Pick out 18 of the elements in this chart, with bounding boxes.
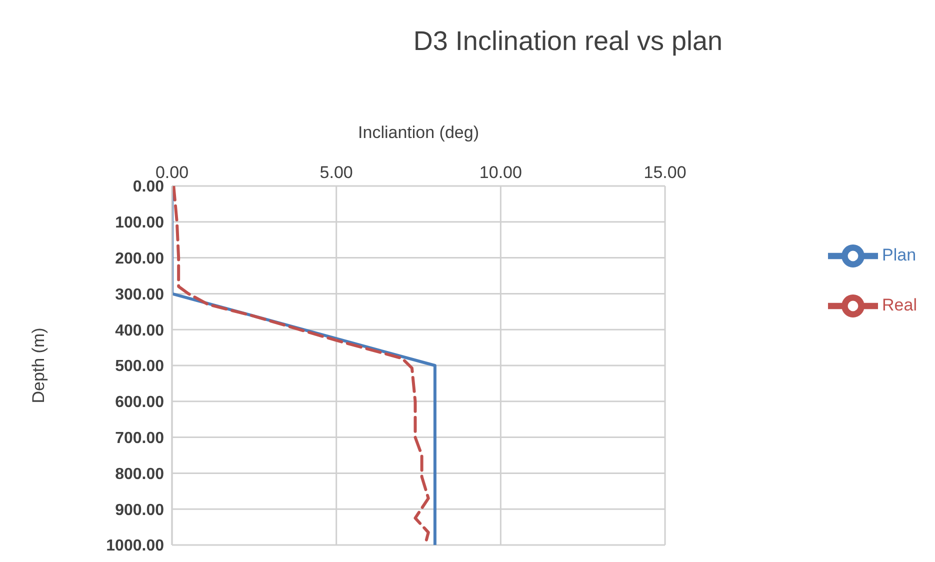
y-tick-label: 200.00 (115, 250, 164, 268)
chart-title: D3 Inclination real vs plan (412, 26, 724, 57)
y-tick-label: 400.00 (115, 322, 164, 340)
x-axis-title: Incliantion (deg) (358, 123, 479, 142)
y-tick-label: 500.00 (115, 358, 164, 376)
y-tick-label: 700.00 (115, 430, 164, 447)
x-tick-label: 5.00 (320, 163, 353, 182)
legend-label: Plan (882, 245, 916, 264)
y-tick-label: 100.00 (115, 214, 164, 232)
x-tick-label: 15.00 (644, 163, 686, 182)
y-axis-title: Depth (m) (29, 328, 48, 404)
y-tick-label: 1000.00 (106, 538, 164, 555)
y-tick-label: 300.00 (115, 286, 164, 304)
y-tick-label: 800.00 (115, 466, 164, 483)
y-tick-label: 600.00 (115, 394, 164, 412)
x-tick-label: 10.00 (479, 163, 522, 182)
y-tick-label: 900.00 (115, 502, 164, 519)
legend-label: Real (882, 295, 917, 314)
